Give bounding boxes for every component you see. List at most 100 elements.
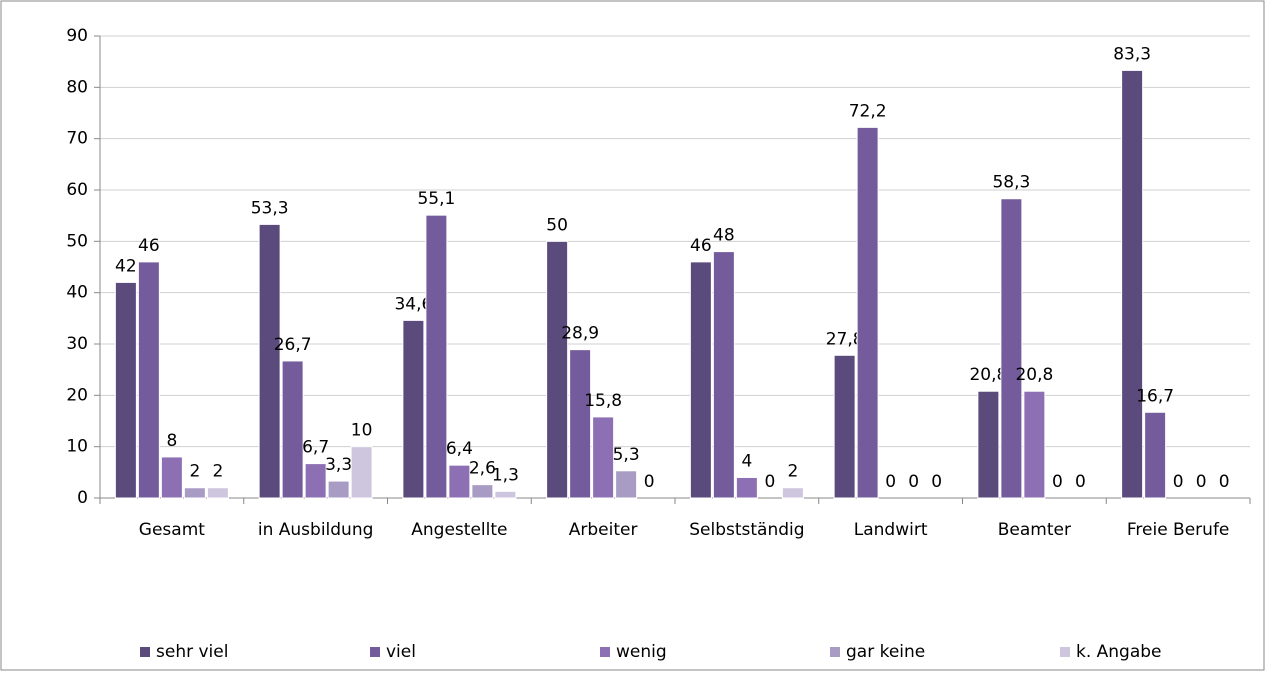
data-label: 0 <box>1219 472 1230 492</box>
bar <box>856 126 879 499</box>
data-label: 48 <box>713 226 735 246</box>
bar <box>712 251 735 499</box>
bar <box>471 484 494 499</box>
bar <box>448 464 471 499</box>
bar <box>281 360 304 499</box>
bar <box>689 261 712 499</box>
x-tick-label: Beamter <box>998 520 1071 540</box>
data-label: 34,6 <box>394 294 432 314</box>
bar <box>402 319 425 499</box>
data-label: 20,8 <box>969 365 1007 385</box>
data-label: 0 <box>931 472 942 492</box>
bar <box>183 487 206 499</box>
legend-label: gar keine <box>846 642 925 662</box>
y-tick-label: 50 <box>66 231 88 251</box>
legend-label: k. Angabe <box>1076 642 1162 662</box>
bar <box>615 470 638 499</box>
bar <box>592 416 615 499</box>
data-label: 50 <box>546 215 568 235</box>
data-label: 55,1 <box>417 189 455 209</box>
legend-swatch <box>830 647 840 657</box>
bar <box>327 480 350 499</box>
bar <box>1121 69 1144 499</box>
data-label: 2 <box>787 462 798 482</box>
y-tick-label: 70 <box>66 129 88 149</box>
data-label: 5,3 <box>613 445 640 465</box>
data-label: 58,3 <box>992 173 1030 193</box>
x-tick-label: in Ausbildung <box>258 520 374 540</box>
data-label: 26,7 <box>274 335 312 355</box>
data-label: 0 <box>644 472 655 492</box>
bar <box>206 487 229 499</box>
y-tick-label: 0 <box>77 488 88 508</box>
bar <box>114 281 137 499</box>
data-label: 0 <box>908 472 919 492</box>
bar <box>977 390 1000 499</box>
y-tick-label: 10 <box>66 437 88 457</box>
x-tick-label: Freie Berufe <box>1127 520 1230 540</box>
bar <box>137 261 160 499</box>
x-tick-label: Gesamt <box>139 520 205 540</box>
data-label: 1,3 <box>492 465 519 485</box>
y-tick-label: 80 <box>66 77 88 97</box>
data-label: 46 <box>138 236 160 256</box>
data-label: 20,8 <box>1015 365 1053 385</box>
legend-label: viel <box>386 642 416 662</box>
data-label: 0 <box>1173 472 1184 492</box>
data-label: 28,9 <box>561 324 599 344</box>
bar <box>781 487 804 499</box>
data-label: 2 <box>212 462 223 482</box>
bar <box>1023 390 1046 499</box>
data-label: 16,7 <box>1136 386 1174 406</box>
bar <box>304 463 327 499</box>
legend-swatch <box>600 647 610 657</box>
legend-swatch <box>140 647 150 657</box>
data-label: 0 <box>1196 472 1207 492</box>
y-tick-label: 30 <box>66 334 88 354</box>
y-tick-label: 20 <box>66 385 88 405</box>
bar <box>425 214 448 499</box>
data-label: 3,3 <box>325 455 352 475</box>
data-label: 27,8 <box>826 329 864 349</box>
data-label: 4 <box>741 451 752 471</box>
data-label: 83,3 <box>1113 44 1151 64</box>
legend-label: sehr viel <box>156 642 228 662</box>
bar <box>546 240 569 499</box>
legend-swatch <box>1060 647 1070 657</box>
y-tick-label: 60 <box>66 180 88 200</box>
bar <box>494 490 517 499</box>
bar <box>569 349 592 499</box>
data-label: 2 <box>189 462 200 482</box>
data-label: 0 <box>885 472 896 492</box>
bar <box>1144 411 1167 499</box>
data-label: 42 <box>115 256 137 276</box>
legend-swatch <box>370 647 380 657</box>
data-label: 15,8 <box>584 391 622 411</box>
data-label: 2,6 <box>469 459 496 479</box>
data-label: 72,2 <box>849 101 887 121</box>
data-label: 0 <box>1052 472 1063 492</box>
legend-label: wenig <box>616 642 667 662</box>
bar <box>350 446 373 499</box>
data-label: 6,7 <box>302 438 329 458</box>
bar <box>258 223 281 499</box>
data-label: 46 <box>690 236 712 256</box>
data-label: 0 <box>764 472 775 492</box>
data-label: 0 <box>1075 472 1086 492</box>
y-tick-label: 90 <box>66 26 88 46</box>
data-label: 10 <box>351 421 373 441</box>
x-tick-label: Arbeiter <box>569 520 638 540</box>
x-tick-label: Angestellte <box>411 520 507 540</box>
y-tick-label: 40 <box>66 283 88 303</box>
bar <box>735 476 758 499</box>
x-tick-label: Landwirt <box>854 520 928 540</box>
data-label: 6,4 <box>446 439 473 459</box>
bar <box>833 354 856 499</box>
bar <box>1000 198 1023 499</box>
data-label: 53,3 <box>251 198 289 218</box>
bar <box>160 456 183 499</box>
data-label: 8 <box>166 431 177 451</box>
x-tick-label: Selbstständig <box>689 520 804 540</box>
